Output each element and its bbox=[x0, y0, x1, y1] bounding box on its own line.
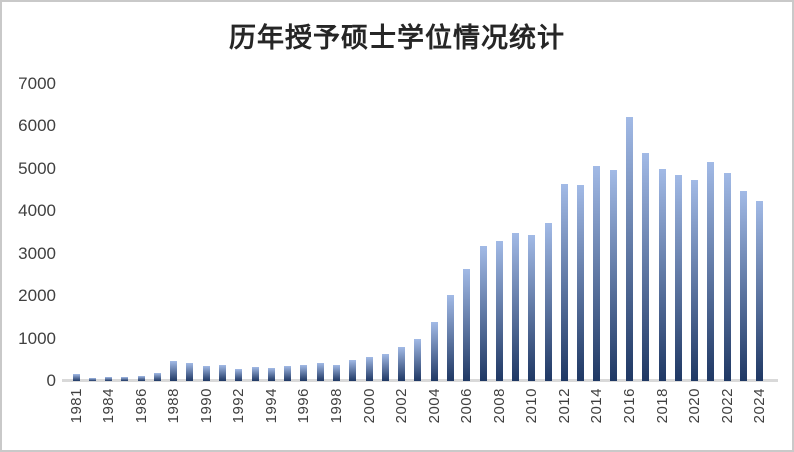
bar-2000 bbox=[365, 356, 373, 381]
bar-1997 bbox=[316, 363, 324, 381]
bar-2018 bbox=[658, 168, 666, 381]
bar-2004 bbox=[430, 321, 438, 381]
bar-2007 bbox=[479, 246, 487, 381]
x-tick-label: 1981 bbox=[67, 388, 85, 424]
x-tick-label: 2006 bbox=[458, 388, 476, 424]
bar-2020 bbox=[691, 179, 699, 381]
bar-2009 bbox=[512, 232, 520, 381]
bar-2010 bbox=[528, 235, 536, 381]
bar-2015 bbox=[609, 169, 617, 381]
bar-2013 bbox=[577, 184, 585, 381]
x-tick-label: 2018 bbox=[653, 388, 671, 424]
x-tick-label: 2022 bbox=[718, 388, 736, 424]
bar-1985 bbox=[121, 377, 129, 381]
bar-2014 bbox=[593, 165, 601, 381]
x-tick-label: 2020 bbox=[686, 388, 704, 424]
x-tick-label: 2014 bbox=[588, 388, 606, 424]
bar-1994 bbox=[267, 367, 275, 381]
bar-1986 bbox=[137, 376, 145, 381]
x-tick-label: 2012 bbox=[555, 388, 573, 424]
y-tick-label: 6000 bbox=[18, 116, 56, 136]
bar-2002 bbox=[398, 347, 406, 381]
bar-1995 bbox=[284, 365, 292, 381]
x-tick-label: 2016 bbox=[621, 388, 639, 424]
bar-2005 bbox=[446, 295, 454, 381]
bar-1996 bbox=[300, 365, 308, 381]
x-tick-label: 1996 bbox=[295, 388, 313, 424]
x-tick-label: 2002 bbox=[393, 388, 411, 424]
bar-2006 bbox=[463, 269, 471, 381]
x-tick-label: 1988 bbox=[165, 388, 183, 424]
bar-2024 bbox=[756, 201, 764, 381]
bar-2017 bbox=[642, 152, 650, 381]
bar-1992 bbox=[235, 368, 243, 381]
y-tick-label: 4000 bbox=[18, 201, 56, 221]
x-tick-label: 1986 bbox=[132, 388, 150, 424]
bar-1990 bbox=[202, 365, 210, 381]
bar-2011 bbox=[544, 222, 552, 381]
y-tick-label: 0 bbox=[46, 371, 56, 390]
bar-1991 bbox=[219, 365, 227, 381]
bar-2023 bbox=[739, 190, 747, 381]
bar-2019 bbox=[674, 174, 682, 381]
bar-1988 bbox=[170, 361, 178, 381]
bar-2003 bbox=[414, 338, 422, 381]
y-tick-label: 3000 bbox=[18, 243, 56, 263]
x-tick-label: 1998 bbox=[327, 388, 345, 424]
bar-1981 bbox=[72, 374, 80, 381]
bar-1993 bbox=[251, 366, 259, 381]
x-tick-label: 2008 bbox=[490, 388, 508, 424]
bar-2022 bbox=[723, 172, 731, 381]
bar-2001 bbox=[381, 353, 389, 381]
x-tick-label: 1984 bbox=[100, 388, 118, 424]
bar-1987 bbox=[153, 372, 161, 381]
bar-1984 bbox=[105, 376, 113, 381]
bar-1998 bbox=[332, 364, 340, 381]
x-tick-label: 1992 bbox=[230, 388, 248, 424]
x-tick-label: 2000 bbox=[360, 388, 378, 424]
bar-1999 bbox=[349, 360, 357, 381]
x-tick-label: 2024 bbox=[751, 388, 769, 424]
x-tick-label: 2010 bbox=[523, 388, 541, 424]
bar-2016 bbox=[626, 116, 634, 381]
chart-title: 历年授予硕士学位情况统计 bbox=[229, 23, 565, 54]
x-tick-label: 1994 bbox=[262, 388, 280, 424]
bar-1989 bbox=[186, 362, 194, 381]
y-tick-label: 7000 bbox=[18, 74, 56, 93]
bar-2008 bbox=[495, 241, 503, 381]
y-tick-label: 5000 bbox=[18, 158, 56, 178]
bar-2021 bbox=[707, 162, 715, 381]
bar-2012 bbox=[560, 184, 568, 381]
y-tick-label: 1000 bbox=[18, 328, 56, 348]
bar-1982 bbox=[88, 378, 96, 381]
y-tick-label: 2000 bbox=[18, 286, 56, 306]
x-tick-label: 2004 bbox=[425, 388, 443, 424]
x-tick-label: 1990 bbox=[197, 388, 215, 424]
